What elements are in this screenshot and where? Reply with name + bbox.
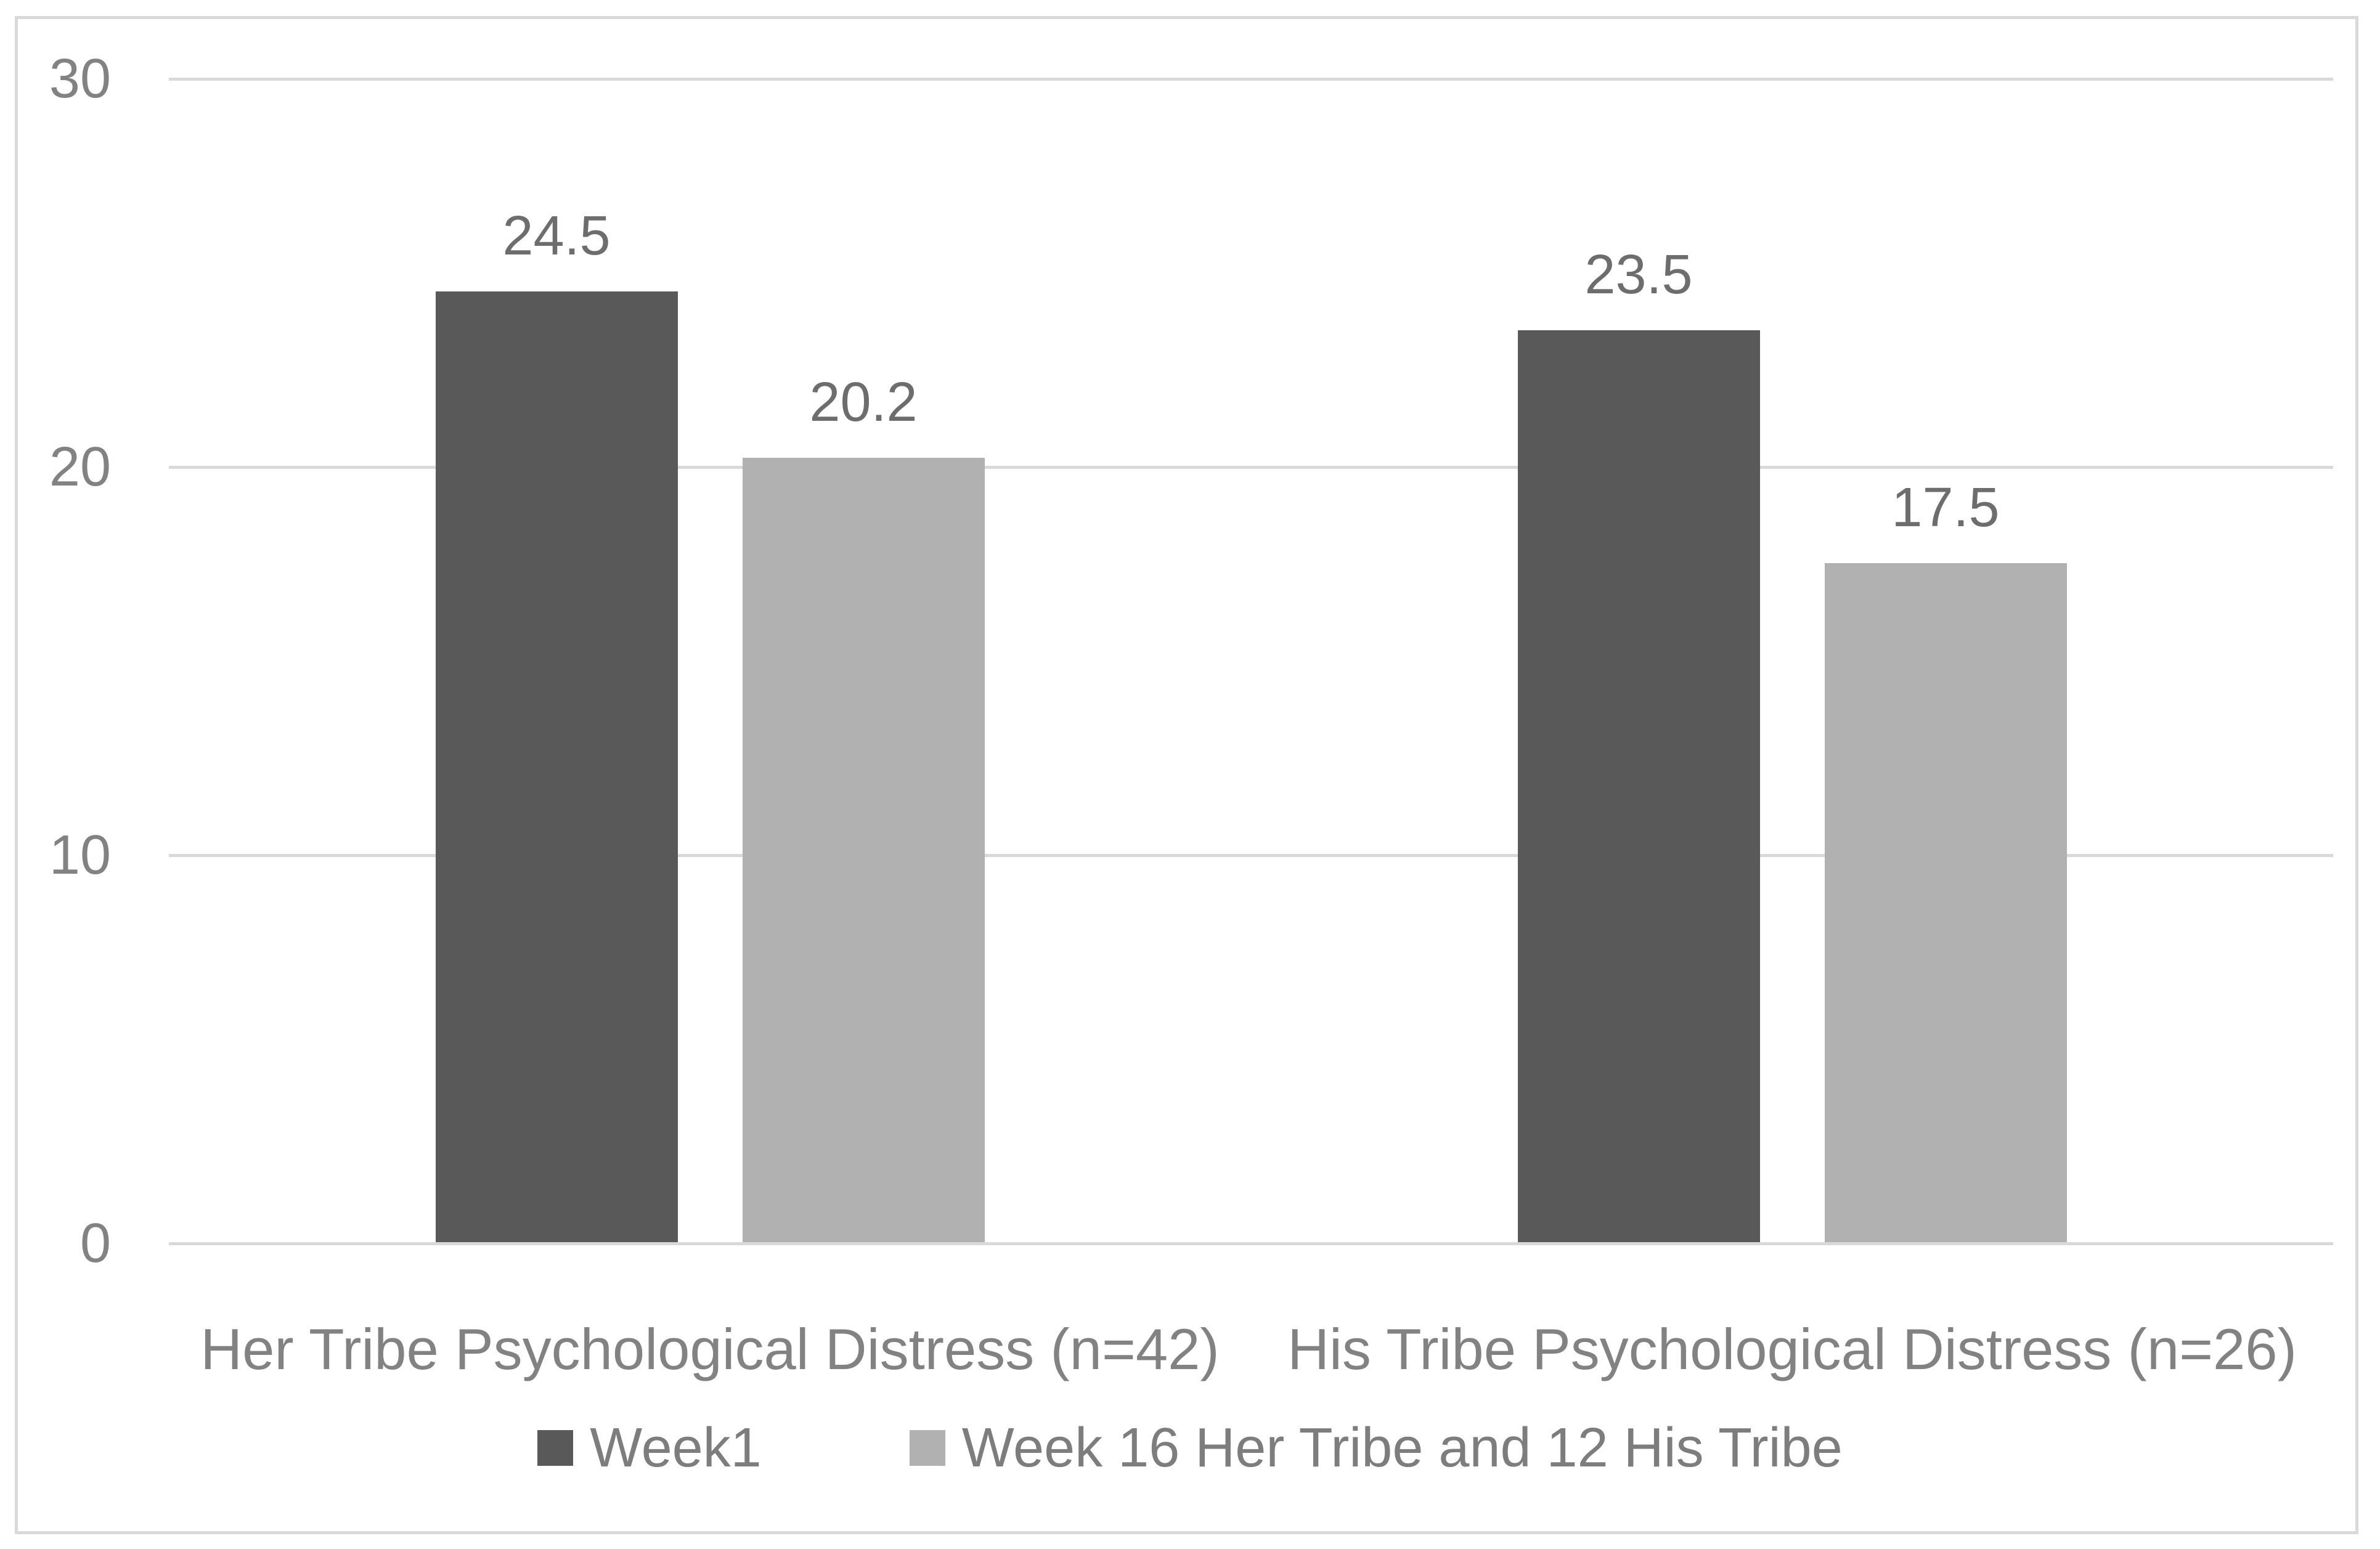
bar	[435, 291, 678, 1242]
legend-swatch	[537, 1430, 574, 1466]
bar	[742, 458, 985, 1242]
y-tick-label: 20	[49, 436, 111, 498]
legend-label: Week 16 Her Tribe and 12 His Tribe	[961, 1417, 1843, 1479]
bar	[1824, 563, 2067, 1242]
legend-item: Week 16 Her Tribe and 12 His Tribe	[909, 1417, 1843, 1479]
legend-label: Week1	[590, 1417, 762, 1479]
legend-item: Week1	[537, 1417, 762, 1479]
gridline	[169, 466, 2333, 469]
gridline	[169, 78, 2333, 81]
bar-value-label: 23.5	[1584, 243, 1693, 306]
category-label: Her Tribe Psychological Distress (n=42)	[200, 1317, 1220, 1381]
gridline	[169, 854, 2333, 857]
legend-swatch	[909, 1430, 945, 1466]
bar-value-label: 20.2	[809, 372, 918, 434]
category-label: His Tribe Psychological Distress (n=26)	[1287, 1317, 2297, 1381]
y-tick-label: 10	[49, 824, 111, 886]
y-tick-label: 30	[49, 48, 111, 110]
bar-value-label: 24.5	[502, 205, 611, 267]
gridline	[169, 1242, 2333, 1245]
bar-value-label: 17.5	[1891, 476, 2000, 539]
y-tick-label: 0	[79, 1213, 111, 1274]
legend: Week1 Week 16 Her Tribe and 12 His Tribe	[0, 1414, 2380, 1482]
bar	[1517, 330, 1760, 1242]
